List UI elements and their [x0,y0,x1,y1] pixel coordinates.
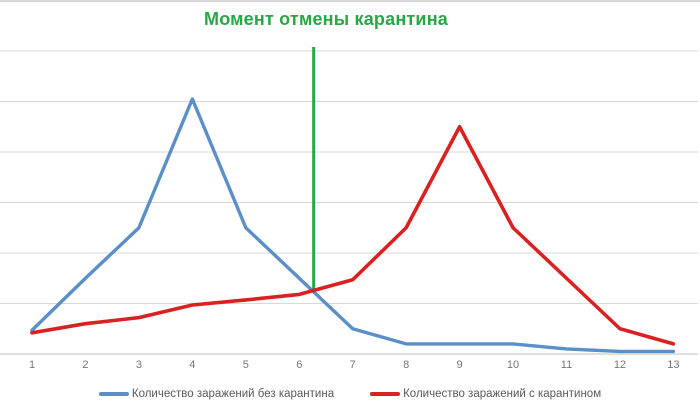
x-tick-label: 5 [243,359,249,371]
x-tick-label: 13 [667,359,679,371]
x-tick-label: 12 [614,359,626,371]
x-tick-label: 4 [189,359,195,371]
x-tick-label: 8 [403,359,409,371]
x-tick-label: 3 [136,359,142,371]
series-line-no-quarantine [30,97,676,354]
legend-label: Количество заражений с карантином [403,388,602,400]
series-line-with-quarantine [30,124,676,346]
x-tick-label: 11 [561,359,572,371]
legend-item-with-quarantine: Количество заражений с карантином [370,388,601,400]
chart-title: Момент отмены карантина [204,9,448,29]
legend-item-no-quarantine: Количество заражений без карантина [98,388,335,400]
x-tick-label: 9 [457,359,463,371]
legend-line-swatch-blue [98,392,129,396]
x-tick-label: 1 [29,359,35,371]
chart-legend: Количество заражений без карантина Колич… [0,388,700,400]
x-tick-label: 6 [296,359,302,371]
x-tick-label: 7 [350,359,356,371]
x-tick-label: 2 [82,359,88,371]
legend-label: Количество заражений без карантина [131,388,335,400]
legend-line-swatch-red [370,392,401,396]
x-tick-label: 10 [507,359,519,371]
